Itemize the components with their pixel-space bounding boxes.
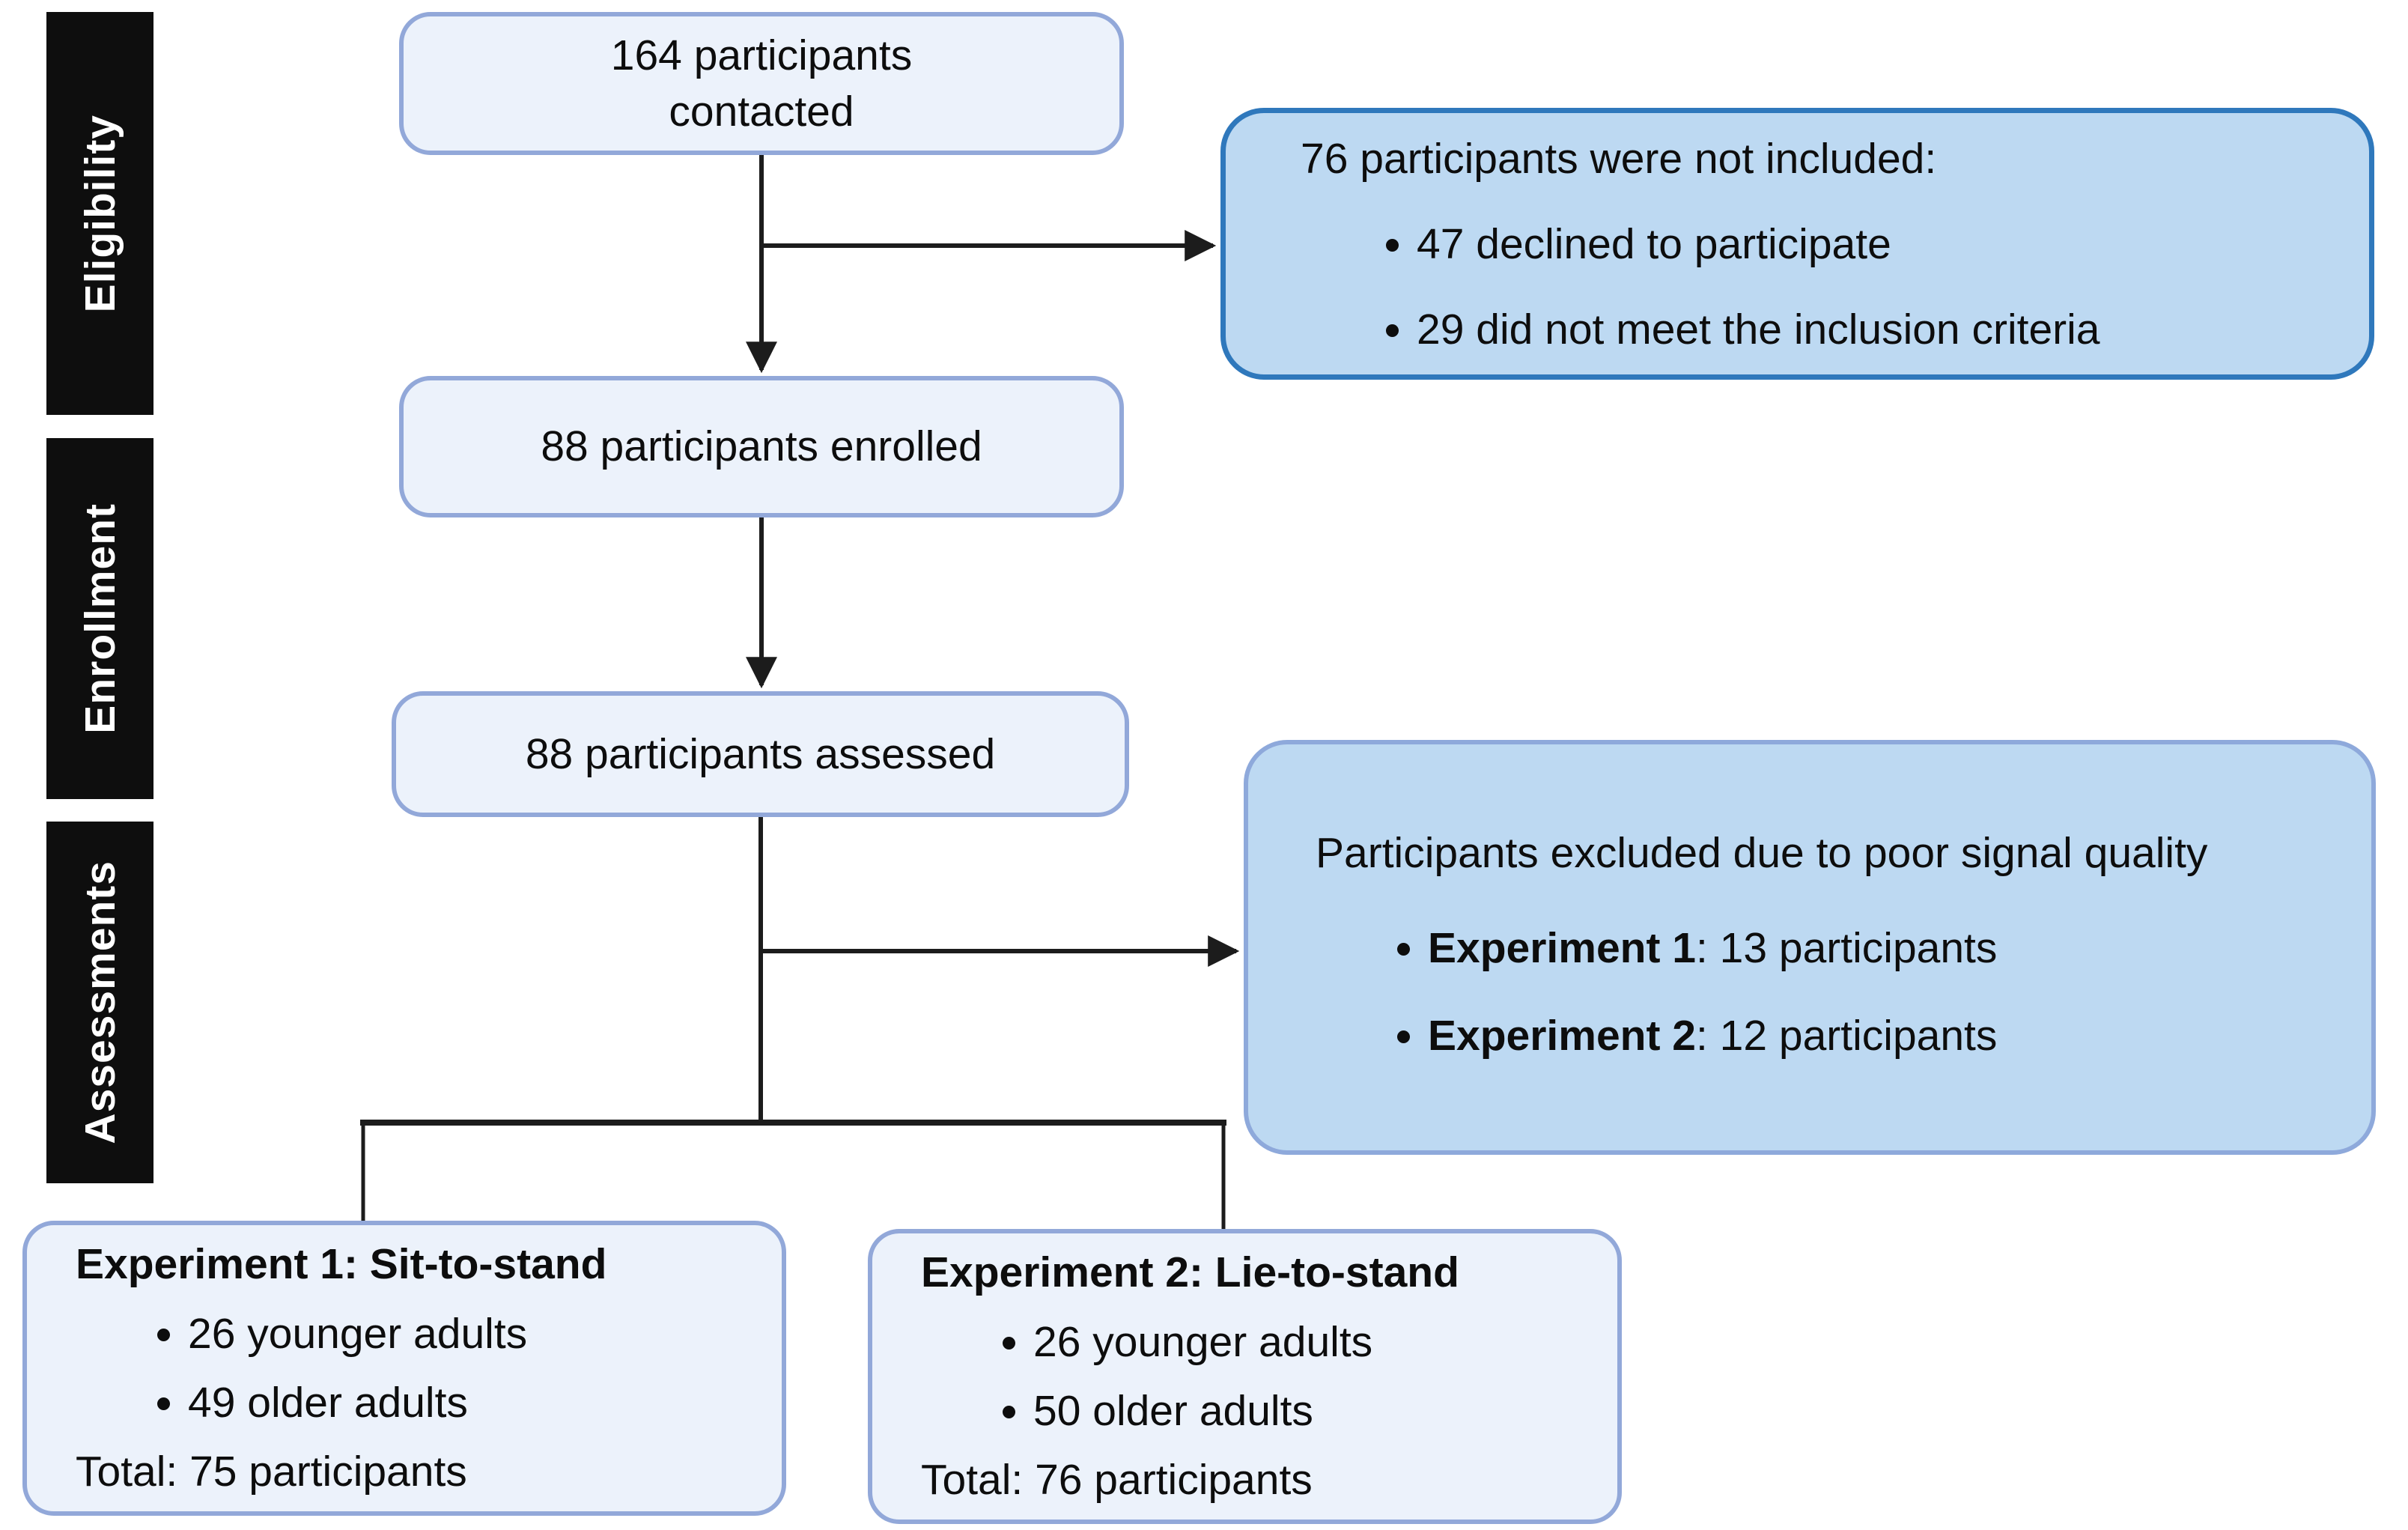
box-text: 88 participants assessed	[525, 729, 996, 778]
bullet-list: 47 declined to participate 29 did not me…	[1301, 201, 2324, 372]
bullet-item: 26 younger adults	[188, 1299, 759, 1368]
box-title: Participants excluded due to poor signal…	[1316, 828, 2208, 877]
bullet-item: 26 younger adults	[1033, 1308, 1595, 1376]
box-experiment2: Experiment 2: Lie-to-stand 26 younger ad…	[868, 1229, 1622, 1524]
box-total: Total: 75 participants	[76, 1448, 467, 1496]
box-title: Experiment 1: Sit-to-stand	[76, 1240, 607, 1289]
stage-label-text: Eligibility	[76, 114, 124, 313]
bullet-item: 50 older adults	[1033, 1376, 1595, 1445]
stage-label-assessments: Assessments	[46, 822, 153, 1183]
box-experiment1: Experiment 1: Sit-to-stand 26 younger ad…	[22, 1221, 786, 1516]
bullet-item: 47 declined to participate	[1417, 201, 2324, 287]
box-participants-contacted: 164 participants contacted	[399, 12, 1124, 155]
box-participants-assessed: 88 participants assessed	[392, 691, 1129, 817]
bullet-list: Experiment 1: 13 participants Experiment…	[1316, 905, 2326, 1080]
bullet-value: : 12 participants	[1695, 1012, 1998, 1060]
box-title: Experiment 2: Lie-to-stand	[921, 1248, 1459, 1297]
stage-label-text: Assessments	[76, 860, 124, 1144]
bullet-value: : 13 participants	[1695, 924, 1998, 973]
bullet-item: 29 did not meet the inclusion criteria	[1417, 287, 2324, 372]
stage-label-text: Enrollment	[76, 503, 124, 734]
stage-label-eligibility: Eligibility	[46, 12, 153, 415]
bullet-label: Experiment 2	[1428, 1012, 1696, 1060]
box-excluded-poor-signal: Participants excluded due to poor signal…	[1244, 740, 2376, 1155]
bullet-label: Experiment 1	[1428, 924, 1696, 973]
bullet-item: Experiment 2: 12 participants	[1428, 992, 2326, 1080]
bullet-list: 26 younger adults 49 older adults	[76, 1299, 759, 1438]
box-title: 76 participants were not included:	[1301, 134, 1937, 183]
box-not-included: 76 participants were not included: 47 de…	[1220, 108, 2374, 380]
box-text: 164 participants contacted	[610, 31, 913, 136]
bullet-item: Experiment 1: 13 participants	[1428, 905, 2326, 992]
box-total: Total: 76 participants	[921, 1456, 1313, 1505]
bullet-item: 49 older adults	[188, 1368, 759, 1437]
bullet-list: 26 younger adults 50 older adults	[921, 1308, 1595, 1446]
stage-label-enrollment: Enrollment	[46, 438, 153, 799]
box-text: 88 participants enrolled	[541, 422, 982, 471]
box-participants-enrolled: 88 participants enrolled	[399, 376, 1124, 517]
